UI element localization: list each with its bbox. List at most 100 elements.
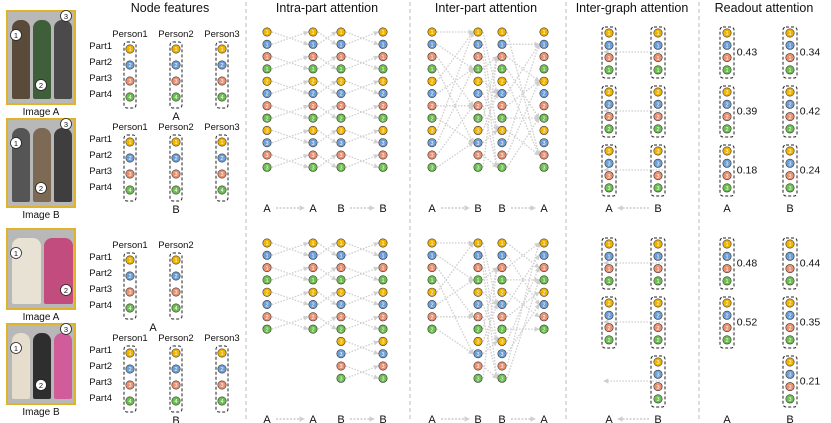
readout-node: [785, 251, 795, 261]
feature-node-number: 3: [128, 383, 131, 389]
part-label: Part4: [89, 300, 112, 311]
attention-edge: [317, 267, 337, 281]
intra-node: [262, 138, 272, 148]
inter-node: [497, 89, 507, 99]
inter-node: [539, 275, 549, 285]
inter-node: [497, 64, 507, 74]
person-label: Person1: [112, 333, 147, 344]
inter-node-number: 1: [542, 254, 545, 260]
readout-node: [785, 357, 795, 367]
part-label: Part4: [89, 393, 112, 404]
intra-node: [378, 238, 388, 248]
readout-node-number: 1: [725, 44, 728, 50]
inter-node-number: 2: [542, 116, 545, 122]
attention-edge: [317, 56, 337, 70]
inter-node-number: 2: [500, 290, 503, 296]
attention-edge: [345, 340, 379, 355]
intra-node-number: 3: [381, 141, 384, 147]
attention-edge: [482, 340, 498, 355]
attention-edge: [317, 154, 337, 168]
inter-node: [539, 76, 549, 86]
graph-node: [604, 112, 614, 122]
intra-node: [336, 324, 346, 334]
intra-node: [262, 39, 272, 49]
pedestrian-silhouette: [54, 333, 72, 399]
inter-node-number: 1: [542, 67, 545, 73]
intra-node: [308, 312, 318, 322]
person-label: Person1: [112, 240, 147, 251]
person-marker: [35, 379, 47, 391]
readout-node-number: 1: [725, 56, 728, 62]
graph-node-number: 1: [607, 44, 610, 50]
attention-edge: [345, 80, 379, 95]
readout-weight: 0.21: [800, 376, 821, 388]
readout-weight: 0.35: [800, 317, 821, 329]
heading-intra-part: Intra-part attention: [276, 1, 378, 15]
feature-node: [217, 364, 227, 374]
attention-edge: [345, 266, 379, 281]
feature-node-number: 3: [174, 172, 177, 178]
graph-node: [653, 310, 663, 320]
graph-node-number: 1: [607, 279, 610, 285]
inter-node: [473, 250, 483, 260]
inter-node-number: 3: [476, 352, 479, 358]
intra-node-number: 1: [381, 67, 384, 73]
inter-node-number: 3: [500, 377, 503, 383]
graph-label: A: [172, 111, 180, 123]
readout-node: [722, 335, 732, 345]
feature-node: [217, 76, 227, 86]
feature-node: [171, 287, 181, 297]
inter-node: [539, 324, 549, 334]
attention-edges: [271, 29, 663, 422]
intra-node-number: 3: [339, 340, 342, 346]
intra-node: [308, 113, 318, 123]
inter-node-number: 1: [500, 266, 503, 272]
attention-edge: [271, 30, 309, 45]
graph-node: [653, 87, 663, 97]
feature-node-number: 2: [174, 274, 177, 280]
feature-node-number: 4: [174, 188, 177, 194]
attention-edge: [345, 291, 379, 306]
inter-node-number: 3: [476, 153, 479, 159]
person-marker: [60, 118, 72, 130]
attention-edge: [482, 304, 498, 343]
person-boxes: [123, 26, 798, 413]
graph-node: [653, 171, 663, 181]
graph-node-number: 1: [656, 44, 659, 50]
person-feature-box: [123, 134, 137, 202]
feature-node: [125, 303, 135, 313]
inter-node: [473, 52, 483, 62]
graph-node-number: 2: [656, 90, 659, 96]
inter-node-number: 2: [476, 327, 479, 333]
feature-node: [171, 169, 181, 179]
part-label: Part3: [89, 377, 112, 388]
inter-node-number: 1: [476, 278, 479, 284]
inter-node-number: 2: [476, 116, 479, 122]
feature-node-number: 2: [220, 63, 223, 69]
feature-node-number: 1: [128, 351, 131, 357]
attention-edge: [345, 31, 379, 45]
inter-node: [539, 250, 549, 260]
inter-node-number: 3: [500, 141, 503, 147]
intra-node: [262, 89, 272, 99]
feature-node-number: 1: [174, 351, 177, 357]
intra-node: [336, 89, 346, 99]
person-label: Person3: [204, 333, 239, 344]
graph-node: [604, 99, 614, 109]
inter-node-number: 3: [542, 129, 545, 135]
readout-node: [722, 65, 732, 75]
graph-axis-label: A: [605, 203, 613, 215]
feature-node: [125, 255, 135, 265]
feature-node: [171, 185, 181, 195]
intra-node-number: 3: [381, 166, 384, 172]
feature-node: [171, 348, 181, 358]
readout-node-number: 2: [725, 127, 728, 133]
inter-node-number: 2: [500, 79, 503, 85]
inter-node-number: 3: [542, 153, 545, 159]
intra-node: [308, 275, 318, 285]
feature-node-number: 1: [174, 140, 177, 146]
inter-node: [497, 150, 507, 160]
person-marker-number: 1: [14, 344, 18, 353]
graph-node: [604, 239, 614, 249]
graph-node-number: 2: [656, 301, 659, 307]
